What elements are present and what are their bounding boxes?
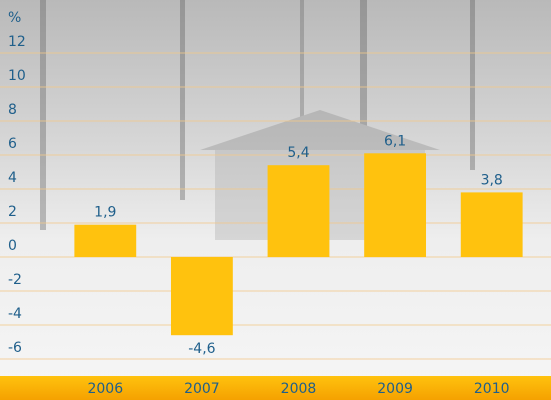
bar [171, 257, 233, 335]
y-unit-label: % [8, 10, 21, 26]
x-tick-label: 2008 [281, 381, 317, 397]
x-tick-label: 2006 [87, 381, 123, 397]
y-tick-label: 0 [8, 238, 17, 254]
y-tick-label: 12 [8, 34, 26, 50]
x-axis-band [0, 376, 551, 400]
y-tick-label: -2 [8, 272, 22, 288]
data-label: 5,4 [287, 145, 309, 161]
data-label: -4,6 [188, 341, 215, 357]
bar [74, 225, 136, 257]
data-label: 3,8 [481, 172, 503, 188]
data-label: 1,9 [94, 205, 116, 221]
x-tick-label: 2010 [474, 381, 510, 397]
x-tick-label: 2009 [377, 381, 413, 397]
y-tick-label: 2 [8, 204, 17, 220]
bar [364, 153, 426, 257]
y-tick-label: 6 [8, 136, 17, 152]
y-tick-label: -6 [8, 340, 22, 356]
x-tick-label: 2007 [184, 381, 220, 397]
y-tick-label: 4 [8, 170, 17, 186]
page: {"chart_data": {"type": "bar", "y_label"… [0, 0, 551, 400]
y-tick-label: 10 [8, 68, 26, 84]
bar [268, 165, 330, 257]
chart: % 12 10 8 6 4 2 0 -2 -4 -6 2006 1,9 2007 -4,6 2008 5,4 2… [0, 0, 551, 400]
bar [461, 192, 523, 257]
data-label: 6,1 [384, 133, 406, 149]
y-tick-label: 8 [8, 102, 17, 118]
y-tick-label: -4 [8, 306, 22, 322]
